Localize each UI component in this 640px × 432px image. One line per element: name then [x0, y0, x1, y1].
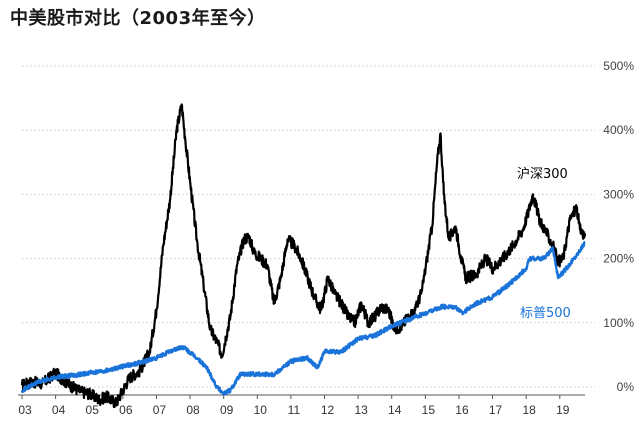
series-label-csi300: 沪深300 [517, 166, 568, 182]
x-tick-label: 03 [18, 403, 32, 417]
x-tick-label: 05 [86, 403, 100, 417]
chart-title: 中美股市对比（2003年至今） [10, 8, 266, 29]
x-tick-label: 18 [522, 403, 536, 417]
x-tick-label: 06 [119, 403, 133, 417]
y-tick-label: 200% [603, 252, 634, 266]
x-tick-label: 07 [153, 403, 167, 417]
x-tick-label: 13 [354, 403, 368, 417]
x-tick-label: 17 [489, 403, 503, 417]
grid-lines [22, 65, 595, 388]
x-tick-label: 09 [220, 403, 234, 417]
y-tick-label: 100% [603, 316, 634, 330]
series-labels: 沪深300 标普500 [517, 166, 571, 321]
x-tick-label: 19 [556, 403, 570, 417]
x-tick-label: 14 [388, 403, 402, 417]
x-tick-label: 12 [321, 403, 335, 417]
y-axis-ticks: 0% 100% 200% 300% 400% 500% [603, 59, 634, 394]
series-line-sp500 [20, 241, 586, 396]
x-tick-label: 08 [186, 403, 200, 417]
y-tick-label: 0% [617, 380, 635, 394]
x-tick-label: 04 [52, 403, 66, 417]
x-tick-label: 16 [455, 403, 469, 417]
x-tick-label: 15 [422, 403, 436, 417]
x-tick-label: 10 [254, 403, 268, 417]
series-line-csi300 [20, 103, 587, 409]
series-lines [20, 103, 587, 409]
y-tick-label: 400% [603, 123, 634, 137]
series-label-sp500: 标普500 [520, 306, 571, 321]
y-tick-label: 300% [603, 187, 634, 201]
x-tick-label: 11 [288, 403, 301, 417]
y-tick-label: 500% [603, 59, 634, 73]
x-axis: 03 04 05 06 07 08 09 10 11 12 13 14 15 16 17 18 19 [18, 394, 585, 417]
